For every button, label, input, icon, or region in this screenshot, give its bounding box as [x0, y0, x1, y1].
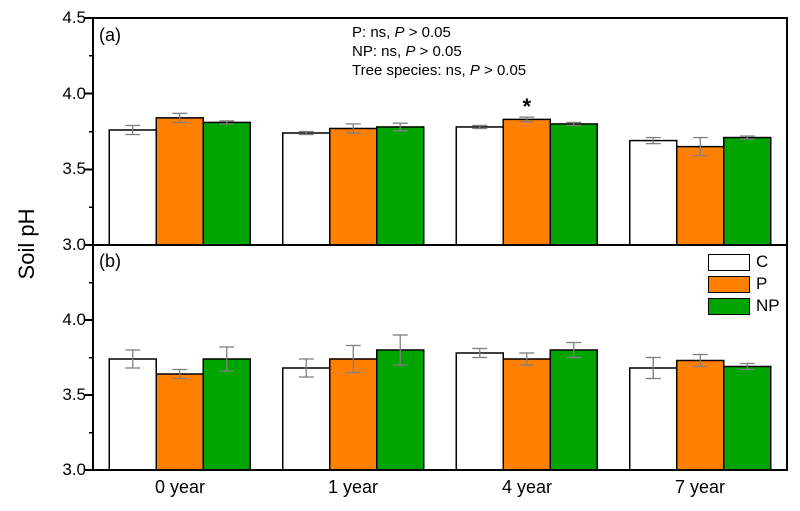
- stats-annotation-line-np: NP: ns, P > 0.05: [352, 43, 462, 60]
- y-axis-title: Soil pH: [14, 208, 39, 280]
- ytick-label-a-3p0: 3.0: [62, 235, 86, 254]
- panel-a-label: (a): [99, 25, 121, 45]
- ytick-label-b-3p0: 3.0: [62, 460, 86, 479]
- legend-swatch-p: [708, 275, 750, 293]
- significance-asterisk: *: [522, 94, 531, 119]
- legend: C P NP: [708, 251, 780, 317]
- xtick-label-1year: 1 year: [327, 477, 379, 497]
- ytick-label-b-4p0: 4.0: [62, 310, 86, 329]
- ytick-label-a-4p0: 4.0: [62, 84, 86, 103]
- ytick-label-b-3p5: 3.5: [62, 385, 86, 404]
- legend-row-np: NP: [708, 295, 780, 317]
- panel-b-label: (b): [99, 251, 121, 271]
- legend-row-c: C: [708, 251, 780, 273]
- stats-annotation-line-treespecies: Tree species: ns, P > 0.05: [352, 62, 527, 79]
- legend-swatch-c: [708, 253, 750, 271]
- legend-label-p: P: [756, 274, 768, 293]
- stats-annotation-line-p: P: ns, P > 0.05: [352, 24, 451, 41]
- legend-label-c: C: [756, 252, 769, 271]
- xtick-label-7year: 7 year: [674, 477, 726, 497]
- ytick-label-a-3p5: 3.5: [62, 159, 86, 178]
- legend-row-p: P: [708, 273, 780, 295]
- xtick-label-0year: 0 year: [154, 477, 206, 497]
- stats-annotation: P: ns, P > 0.05 NP: ns, P > 0.05 Tree sp…: [352, 23, 526, 80]
- xtick-label-4year: 4 year: [501, 477, 553, 497]
- ytick-label-a-4p5: 4.5: [62, 8, 86, 27]
- legend-label-np: NP: [756, 296, 780, 315]
- legend-swatch-np: [708, 297, 750, 315]
